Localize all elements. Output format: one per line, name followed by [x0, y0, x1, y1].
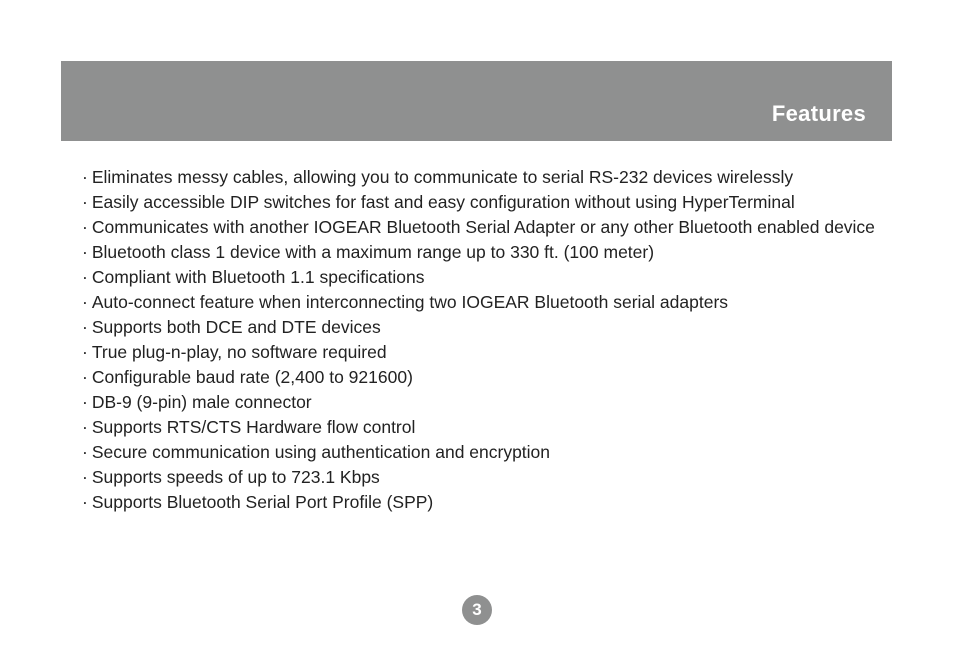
feature-text: Supports Bluetooth Serial Port Profile (…: [92, 490, 892, 515]
list-item: · Communicates with another IOGEAR Bluet…: [82, 215, 892, 240]
bullet-icon: ·: [82, 465, 92, 490]
bullet-icon: ·: [82, 190, 92, 215]
bullet-icon: ·: [82, 290, 92, 315]
feature-text: Configurable baud rate (2,400 to 921600): [92, 365, 892, 390]
feature-text: Compliant with Bluetooth 1.1 specificati…: [92, 265, 892, 290]
list-item: · Supports both DCE and DTE devices: [82, 315, 892, 340]
bullet-icon: ·: [82, 265, 92, 290]
feature-list: · Eliminates messy cables, allowing you …: [82, 165, 892, 515]
bullet-icon: ·: [82, 490, 92, 515]
bullet-icon: ·: [82, 415, 92, 440]
document-page: Features · Eliminates messy cables, allo…: [0, 0, 954, 665]
feature-text: Eliminates messy cables, allowing you to…: [92, 165, 892, 190]
list-item: · Auto-connect feature when interconnect…: [82, 290, 892, 315]
page-number: 3: [472, 600, 481, 620]
feature-text: Bluetooth class 1 device with a maximum …: [92, 240, 892, 265]
feature-text: Communicates with another IOGEAR Bluetoo…: [92, 215, 892, 240]
list-item: · Configurable baud rate (2,400 to 92160…: [82, 365, 892, 390]
feature-text: Auto-connect feature when interconnectin…: [92, 290, 892, 315]
feature-text: DB-9 (9-pin) male connector: [92, 390, 892, 415]
bullet-icon: ·: [82, 365, 92, 390]
list-item: · Supports speeds of up to 723.1 Kbps: [82, 465, 892, 490]
bullet-icon: ·: [82, 215, 92, 240]
page-number-badge: 3: [462, 595, 492, 625]
feature-text: Supports speeds of up to 723.1 Kbps: [92, 465, 892, 490]
list-item: · Supports RTS/CTS Hardware flow control: [82, 415, 892, 440]
list-item: · Easily accessible DIP switches for fas…: [82, 190, 892, 215]
bullet-icon: ·: [82, 165, 92, 190]
bullet-icon: ·: [82, 340, 92, 365]
bullet-icon: ·: [82, 240, 92, 265]
feature-text: Easily accessible DIP switches for fast …: [92, 190, 892, 215]
list-item: · Supports Bluetooth Serial Port Profile…: [82, 490, 892, 515]
bullet-icon: ·: [82, 315, 92, 340]
bullet-icon: ·: [82, 390, 92, 415]
list-item: · Eliminates messy cables, allowing you …: [82, 165, 892, 190]
bullet-icon: ·: [82, 440, 92, 465]
list-item: · True plug-n-play, no software required: [82, 340, 892, 365]
feature-text: Supports both DCE and DTE devices: [92, 315, 892, 340]
header-title: Features: [772, 101, 866, 127]
feature-text: True plug-n-play, no software required: [92, 340, 892, 365]
list-item: · Compliant with Bluetooth 1.1 specifica…: [82, 265, 892, 290]
feature-text: Supports RTS/CTS Hardware flow control: [92, 415, 892, 440]
list-item: · Secure communication using authenticat…: [82, 440, 892, 465]
list-item: · DB-9 (9-pin) male connector: [82, 390, 892, 415]
header-bar: Features: [61, 61, 892, 141]
feature-text: Secure communication using authenticatio…: [92, 440, 892, 465]
list-item: · Bluetooth class 1 device with a maximu…: [82, 240, 892, 265]
